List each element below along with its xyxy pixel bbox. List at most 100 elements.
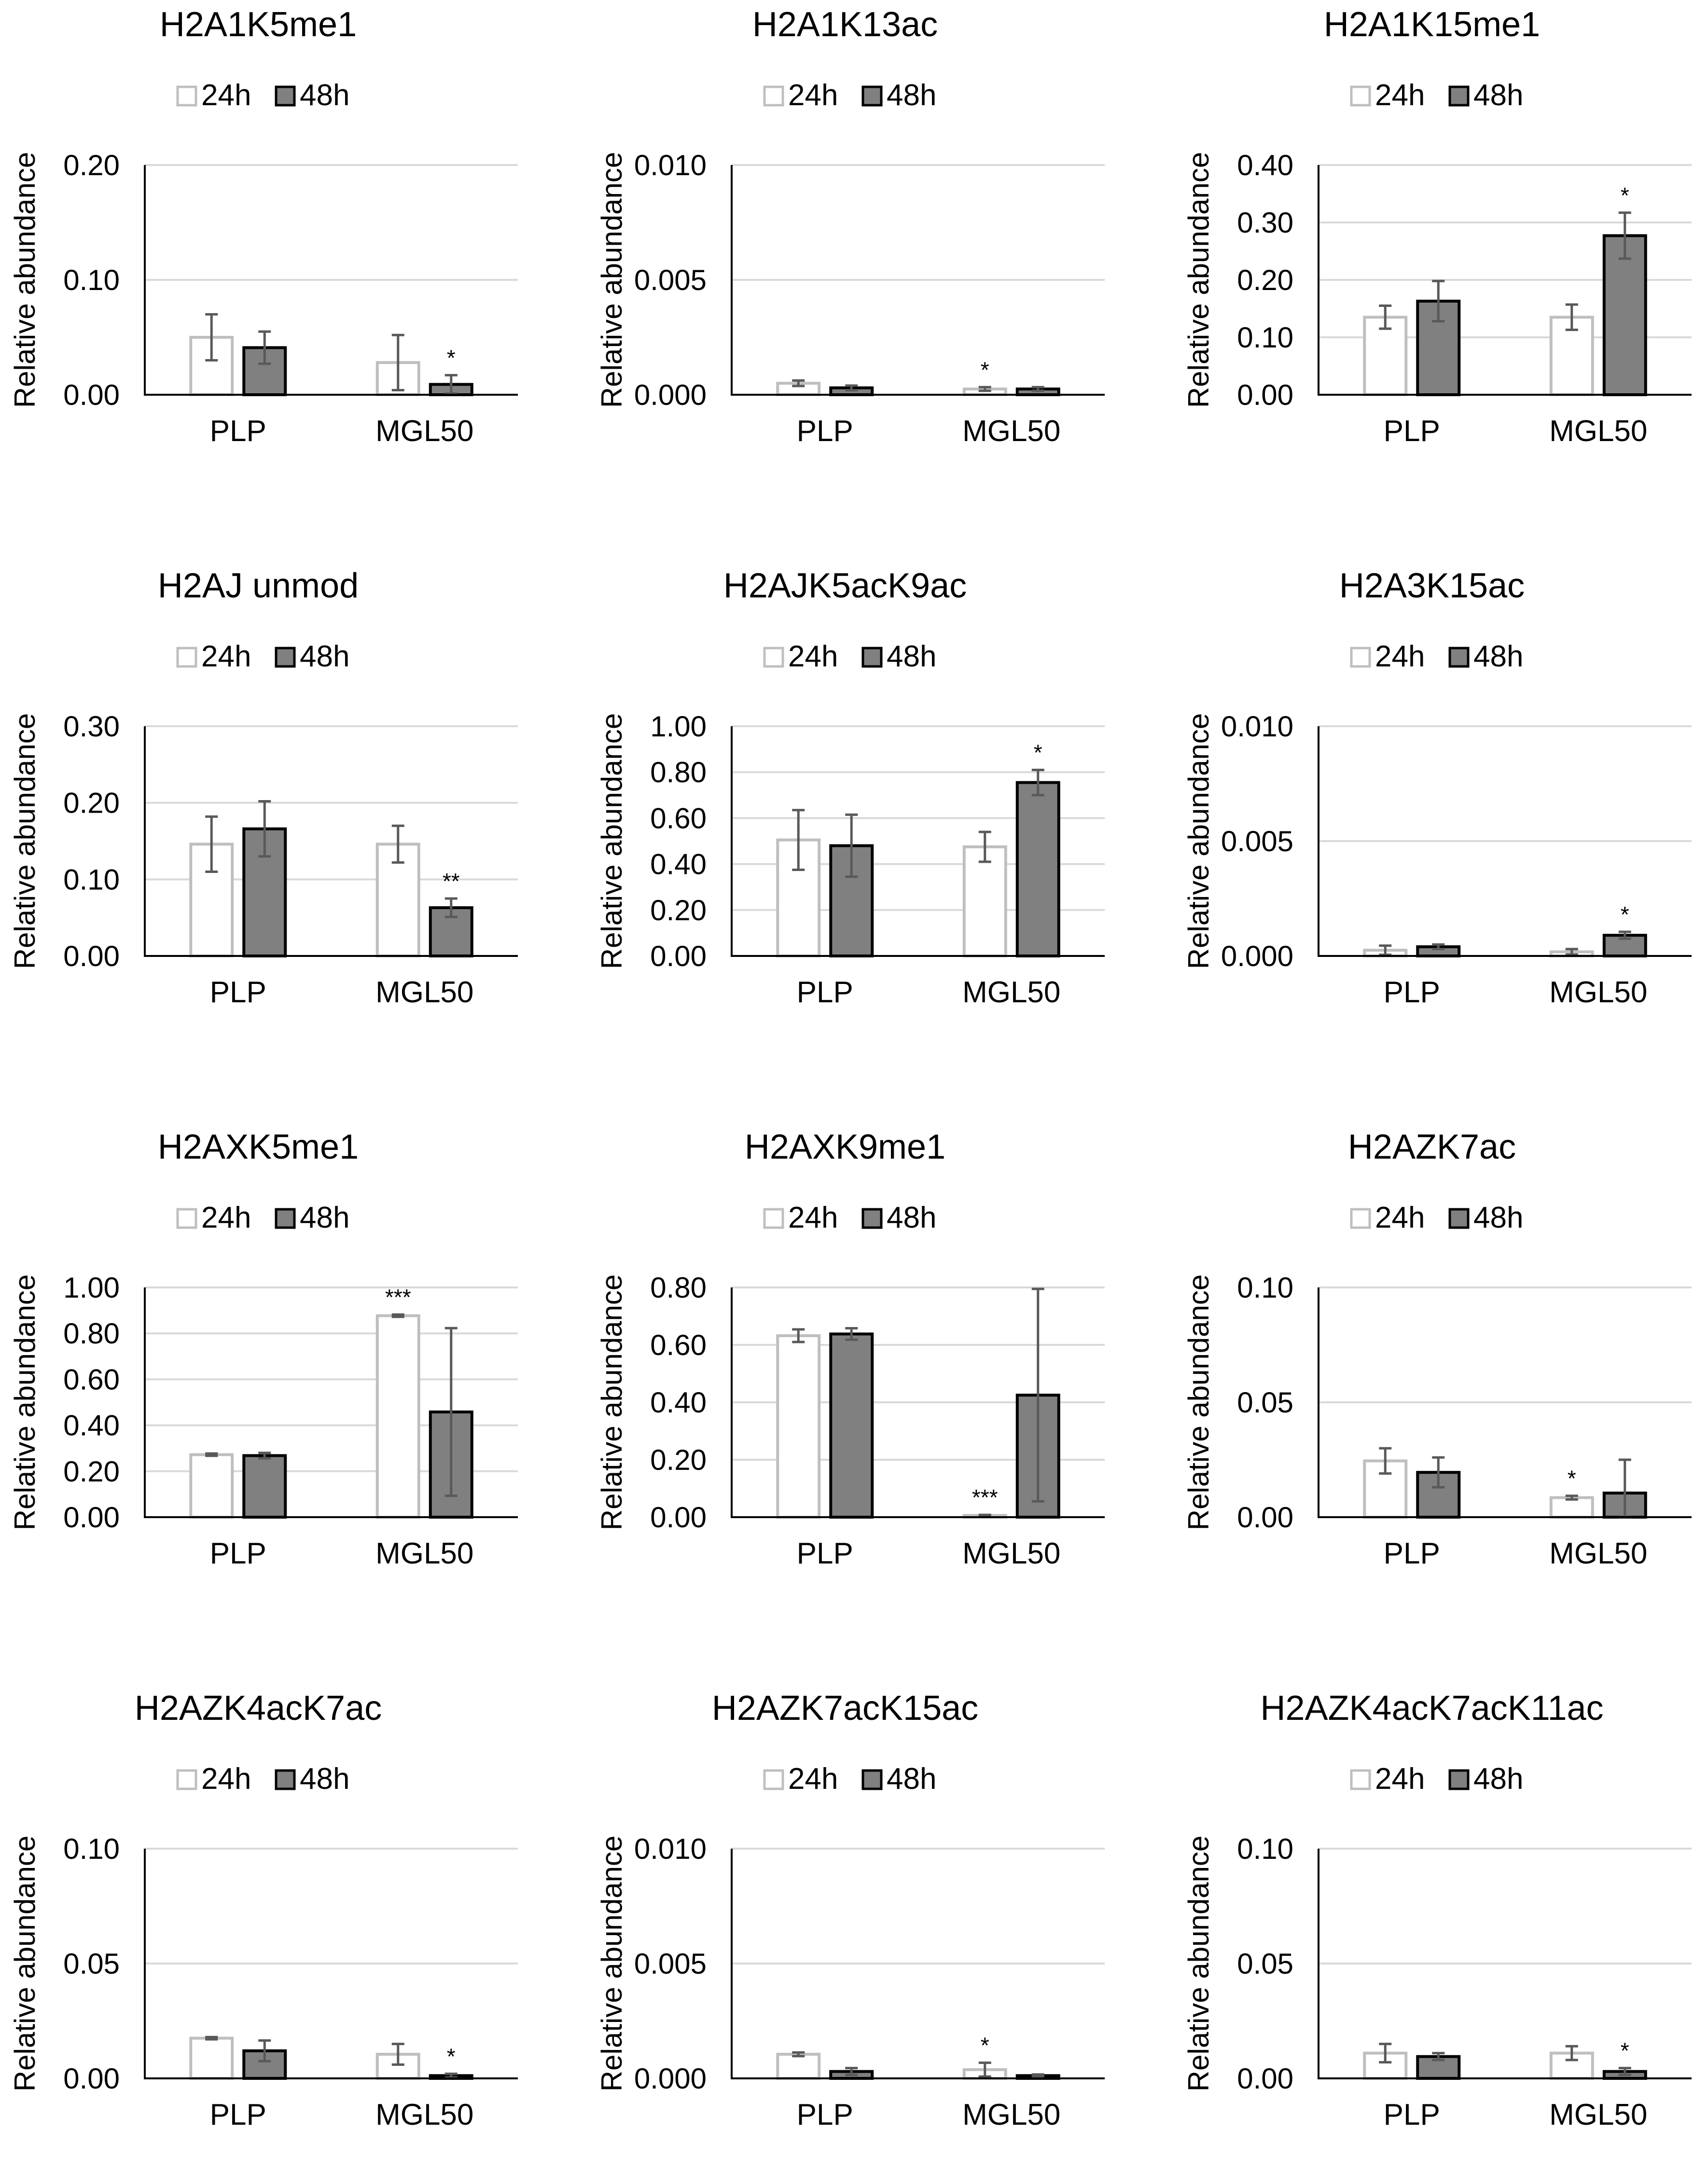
- error-bar: [444, 1327, 458, 1497]
- legend-label-48h: 48h: [300, 640, 349, 673]
- bar-24h-PLP: [189, 1453, 234, 1519]
- x-tick-label: PLP: [1384, 1537, 1440, 1570]
- x-tick-label: PLP: [797, 2098, 853, 2131]
- legend-label-24h: 24h: [1375, 79, 1425, 112]
- y-tick-label: 0.60: [63, 1363, 120, 1396]
- chart-title: H2AZK7ac: [1348, 1128, 1516, 1166]
- legend-label-24h: 24h: [1375, 1201, 1425, 1234]
- bar-48h-PLP: [829, 844, 874, 958]
- y-tick-label: 0.10: [1237, 321, 1293, 354]
- error-bar: [978, 830, 991, 863]
- y-axis-label: Relative abundance: [1182, 152, 1215, 408]
- y-tick-label: 0.010: [634, 149, 707, 181]
- legend: 24h 48h: [1350, 1762, 1523, 1796]
- error-bar: [1618, 930, 1631, 940]
- legend-swatch-24h: [176, 647, 197, 668]
- y-axis-label: Relative abundance: [596, 1274, 628, 1530]
- chart-panel: H2AZK7ac 24h 48h 0.00 0.05 0.10 Relative abund…: [1182, 1128, 1692, 1570]
- x-tick-label: MGL50: [962, 2098, 1060, 2131]
- error-bar: [258, 1452, 271, 1460]
- y-tick-label: 0.00: [63, 379, 120, 411]
- x-tick-label: PLP: [1384, 2098, 1440, 2131]
- y-tick-label: 0.30: [1237, 207, 1293, 239]
- error-bar: [205, 815, 218, 873]
- chart-title: H2AZK4acK7acK11ac: [1260, 1689, 1603, 1728]
- x-tick-label: MGL50: [375, 1537, 473, 1570]
- y-axis-label: Relative abundance: [596, 713, 628, 969]
- y-axis-label: Relative abundance: [9, 713, 41, 969]
- y-axis-label: Relative abundance: [596, 1836, 628, 2091]
- error-bar: [1031, 768, 1044, 797]
- legend-label-48h: 48h: [887, 79, 936, 112]
- legend: 24h 48h: [763, 640, 936, 673]
- significance-marker: *: [447, 346, 456, 371]
- y-tick-label: 0.05: [63, 1948, 120, 1980]
- y-axis-label: Relative abundance: [1182, 1274, 1215, 1530]
- legend-label-48h: 48h: [1473, 1201, 1523, 1234]
- bar-24h-PLP: [776, 1334, 821, 1519]
- legend-label-24h: 24h: [1375, 1762, 1425, 1796]
- legend-swatch-24h: [763, 85, 784, 107]
- x-tick-label: PLP: [210, 415, 266, 448]
- legend-swatch-24h: [176, 1769, 197, 1790]
- x-tick-label: MGL50: [1549, 1537, 1647, 1570]
- y-tick-label: 0.40: [650, 848, 707, 881]
- x-tick-label: PLP: [210, 1537, 266, 1570]
- y-tick-label: 0.30: [63, 710, 120, 743]
- error-bar: [1618, 2067, 1631, 2076]
- error-bar: [1618, 211, 1631, 260]
- error-bar: [258, 330, 271, 365]
- y-tick-label: 0.00: [63, 940, 120, 972]
- bar-48h-MGL50: [1015, 781, 1060, 957]
- x-tick-label: PLP: [1384, 976, 1440, 1009]
- legend-label-24h: 24h: [788, 79, 838, 112]
- legend-swatch-24h: [176, 85, 197, 107]
- error-bar: [444, 374, 458, 395]
- chart-panel: H2AXK5me1 24h 48h 0.00 0.20 0.40 0.60 0.80 1.00 R…: [9, 1128, 518, 1570]
- error-bar: [978, 2061, 991, 2078]
- y-tick-label: 1.00: [650, 710, 707, 743]
- y-tick-label: 0.10: [63, 264, 120, 296]
- y-tick-label: 0.005: [634, 1948, 707, 1980]
- y-tick-label: 0.20: [650, 1444, 707, 1476]
- legend-label-48h: 48h: [1473, 640, 1523, 673]
- chart-title: H2AZK4acK7ac: [135, 1689, 382, 1728]
- error-bar: [792, 809, 805, 871]
- error-bar: [1432, 1456, 1445, 1489]
- y-tick-label: 0.10: [1237, 1272, 1293, 1304]
- y-axis-label: Relative abundance: [596, 152, 628, 408]
- bar-24h-PLP: [776, 2053, 821, 2080]
- y-tick-label: 0.010: [1221, 710, 1293, 743]
- chart-panel: H2AJK5acK9ac 24h 48h 0.00 0.20 0.40 0.60 0.80 1.…: [596, 567, 1105, 1009]
- error-bar: [205, 313, 218, 362]
- legend: 24h 48h: [1350, 79, 1523, 112]
- y-tick-label: 0.010: [634, 1833, 707, 1865]
- x-tick-label: MGL50: [375, 415, 473, 448]
- y-tick-label: 0.40: [63, 1410, 120, 1442]
- x-tick-label: MGL50: [1549, 976, 1647, 1009]
- y-tick-label: 0.20: [63, 149, 120, 181]
- legend-label-48h: 48h: [887, 1201, 936, 1234]
- y-tick-label: 0.60: [650, 1329, 707, 1361]
- error-bar: [1565, 948, 1578, 956]
- y-tick-label: 0.10: [1237, 1833, 1293, 1865]
- legend-swatch-48h: [1448, 647, 1470, 668]
- legend-label-48h: 48h: [300, 1762, 349, 1796]
- y-tick-label: 0.005: [634, 264, 707, 296]
- bar-48h-PLP: [829, 1332, 874, 1519]
- error-bar: [1379, 1447, 1392, 1475]
- y-tick-label: 0.20: [63, 1455, 120, 1488]
- y-tick-label: 0.80: [63, 1317, 120, 1350]
- significance-marker: *: [1034, 740, 1042, 765]
- error-bar: [1432, 943, 1445, 951]
- significance-marker: *: [1568, 1466, 1576, 1491]
- legend-swatch-24h: [1350, 85, 1371, 107]
- legend-label-24h: 24h: [201, 640, 251, 673]
- legend-label-24h: 24h: [788, 640, 838, 673]
- y-tick-label: 0.40: [650, 1386, 707, 1419]
- error-bar: [1565, 1494, 1578, 1501]
- error-bar: [205, 2035, 218, 2041]
- significance-marker: *: [1621, 902, 1629, 927]
- chart-title: H2A3K15ac: [1339, 567, 1525, 605]
